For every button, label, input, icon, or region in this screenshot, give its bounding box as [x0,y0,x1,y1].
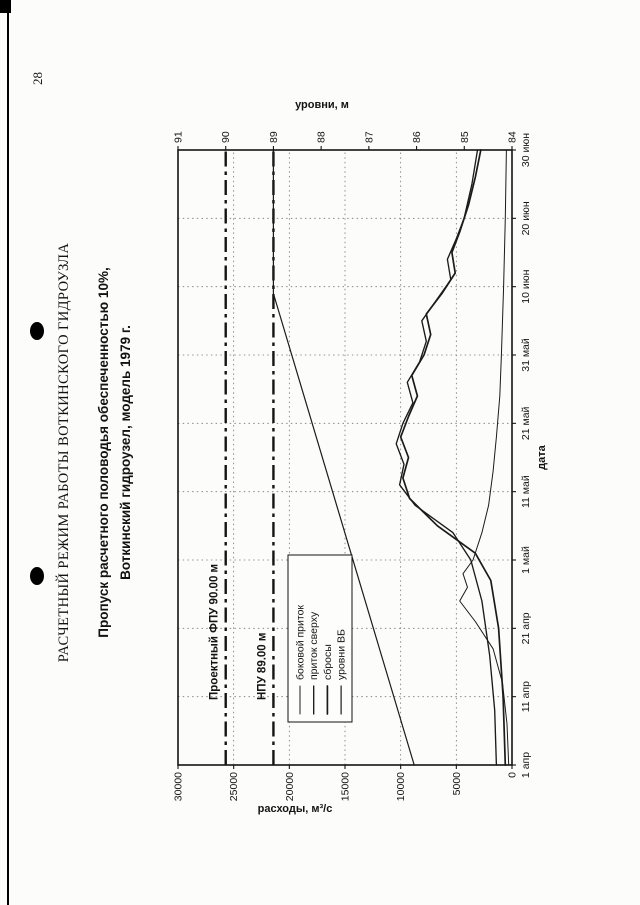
scan-corner-mark [0,0,11,13]
y-right-tick-label: 87 [363,131,375,143]
y-right-tick-label: 86 [411,131,423,143]
punch-hole-mark [30,322,44,340]
reference-line-label: Проектный ФПУ 90.00 м [209,564,221,700]
x-tick-label: 30 июн [520,133,532,167]
series-line-4 [272,149,415,766]
y-right-tick-label: 85 [459,131,471,143]
page-edge-line [7,0,9,905]
x-tick-label: 21 май [520,406,532,440]
x-tick-label: 1 апр [520,752,532,778]
x-tick-label: 1 май [520,546,532,574]
y-left-tick-label: 10000 [395,772,407,801]
y-left-tick-label: 0 [507,772,519,778]
y-left-tick-label: 30000 [173,772,185,801]
x-tick-label: 20 июн [520,201,532,235]
legend-label: приток сверху [308,611,320,680]
x-tick-label: 10 июн [520,269,532,303]
reference-line-label: НПУ 89.00 м [256,633,268,700]
legend-label: сбросы [322,644,334,680]
y-left-tick-label: 5000 [451,772,463,796]
x-axis-title: дата [536,444,548,469]
legend-label: боковой приток [295,605,307,680]
y-right-tick-label: 89 [268,131,280,143]
x-tick-label: 21 апр [520,612,532,644]
x-tick-label: 31 май [520,338,532,372]
plot-border [177,149,513,766]
y-left-axis-title: расходы, м³/с [258,803,333,815]
y-left-tick-label: 25000 [228,772,240,801]
x-tick-label: 11 май [520,475,532,508]
y-left-tick-label: 15000 [340,772,352,801]
legend [287,554,353,723]
series-line-1 [459,149,510,766]
y-right-tick-label: 88 [316,131,328,143]
y-right-tick-label: 91 [173,131,185,143]
series-line-3 [399,149,507,766]
y-right-axis-title: уровни, м [295,99,349,111]
y-right-tick-label: 90 [220,131,232,143]
punch-hole-mark [30,567,44,585]
y-right-tick-label: 84 [507,131,519,143]
y-left-tick-label: 20000 [284,772,296,801]
series-line-2 [395,149,498,766]
legend-label: уровни ВБ [336,629,348,680]
x-tick-label: 11 апр [520,681,532,712]
